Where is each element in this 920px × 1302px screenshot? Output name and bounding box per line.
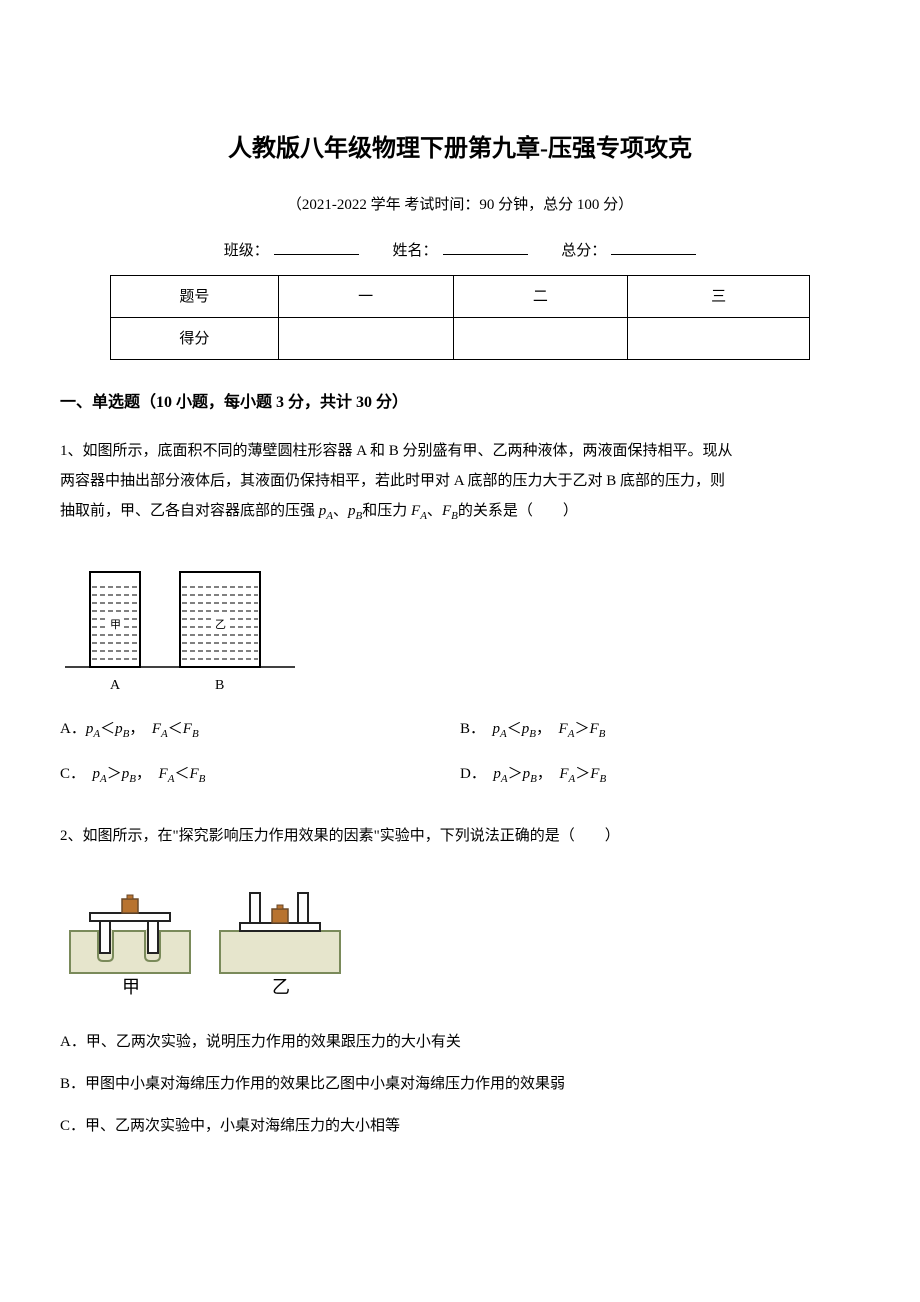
option-d: D． pA＞pB， FA＞FB — [460, 762, 860, 789]
v: F — [183, 721, 192, 737]
opt-label: A． — [60, 721, 86, 737]
opt-label: B． — [460, 721, 493, 737]
v: F — [189, 766, 198, 782]
class-label: 班级： — [224, 243, 269, 259]
c: ， — [536, 721, 544, 737]
name-blank — [443, 254, 528, 255]
table-row: 得分 — [111, 318, 810, 360]
r: ＜ — [168, 721, 183, 737]
option-c: C． pA＞pB， FA＜FB — [60, 762, 460, 789]
FA-var: F — [411, 503, 420, 519]
r: ＞ — [575, 766, 590, 782]
pressure-experiment-icon: 甲 乙 — [60, 871, 360, 1001]
pA-sub: A — [326, 510, 333, 522]
r: ＞ — [107, 766, 122, 782]
section-1-heading: 一、单选题（10 小题，每小题 3 分，共计 30 分） — [60, 390, 860, 416]
r: ＜ — [507, 721, 522, 737]
s: B — [599, 773, 606, 785]
v: F — [152, 721, 161, 737]
page-title: 人教版八年级物理下册第九章-压强专项攻克 — [60, 130, 860, 168]
s: B — [599, 728, 606, 740]
name-label: 姓名： — [392, 243, 437, 259]
svg-text:甲: 甲 — [110, 619, 121, 631]
FA-sub: A — [420, 510, 427, 522]
sep: 、 — [427, 503, 442, 519]
total-label: 总分： — [561, 243, 606, 259]
cell: 一 — [278, 276, 453, 318]
label-B: B — [215, 678, 224, 693]
s: A — [500, 728, 507, 740]
c: ， — [129, 721, 137, 737]
c: ， — [136, 766, 144, 782]
option-a: A．pA＜pB， FA＜FB — [60, 717, 460, 744]
opt-label: C． — [60, 766, 93, 782]
cell — [453, 318, 628, 360]
s: B — [529, 728, 536, 740]
r: ＞ — [508, 766, 523, 782]
total-blank — [611, 254, 696, 255]
exam-info: （2021-2022 学年 考试时间：90 分钟，总分 100 分） — [60, 193, 860, 217]
student-info-line: 班级： 姓名： 总分： — [60, 239, 860, 263]
q1-l3-suffix: 的关系是（ ） — [458, 503, 578, 519]
r: ＜ — [174, 766, 189, 782]
s: B — [129, 773, 136, 785]
FB-var: F — [442, 503, 451, 519]
v: p — [115, 721, 123, 737]
table-row: 题号 一 二 三 — [111, 276, 810, 318]
v: p — [493, 721, 501, 737]
FB-sub: B — [451, 510, 458, 522]
q1-options: A．pA＜pB， FA＜FB B． pA＜pB， FA＞FB C． pA＞pB，… — [60, 717, 860, 806]
opt-label: D． — [460, 766, 493, 782]
cell-label: 题号 — [111, 276, 279, 318]
s: B — [199, 773, 206, 785]
class-blank — [274, 254, 359, 255]
q1-l3-prefix: 抽取前，甲、乙各自对容器底部的压强 — [60, 503, 319, 519]
label-A: A — [110, 678, 121, 693]
option-c: C．甲、乙两次实验中，小桌对海绵压力的大小相等 — [60, 1114, 860, 1138]
sep: 和压力 — [362, 503, 411, 519]
pB-var: p — [348, 503, 356, 519]
q2-options: A．甲、乙两次实验，说明压力作用的效果跟压力的大小有关 B．甲图中小桌对海绵压力… — [60, 1030, 860, 1156]
q1-line2: 两容器中抽出部分液体后，其液面仍保持相平，若此时甲对 A 底部的压力大于乙对 B… — [60, 466, 860, 496]
q2-figure: 甲 乙 — [60, 871, 860, 1010]
cell: 二 — [453, 276, 628, 318]
sep: 、 — [333, 503, 348, 519]
v: F — [159, 766, 168, 782]
score-table: 题号 一 二 三 得分 — [110, 275, 810, 360]
r: ＞ — [574, 721, 589, 737]
v: p — [523, 766, 531, 782]
q1-line3: 抽取前，甲、乙各自对容器底部的压强 pA、pB和压力 FA、FB的关系是（ ） — [60, 496, 860, 527]
question-2: 2、如图所示，在"探究影响压力作用效果的因素"实验中，下列说法正确的是（ ） — [60, 821, 860, 851]
q1-figure: 甲 乙 A B — [60, 547, 860, 697]
cell — [278, 318, 453, 360]
label-yi: 乙 — [272, 977, 290, 997]
s: B — [192, 728, 199, 740]
containers-diagram-icon: 甲 乙 A B — [60, 547, 300, 697]
c: ， — [537, 766, 545, 782]
q1-line1: 1、如图所示，底面积不同的薄壁圆柱形容器 A 和 B 分别盛有甲、乙两种液体，两… — [60, 436, 860, 466]
cell — [628, 318, 810, 360]
label-jia: 甲 — [122, 977, 140, 997]
question-1: 1、如图所示，底面积不同的薄壁圆柱形容器 A 和 B 分别盛有甲、乙两种液体，两… — [60, 436, 860, 527]
v: F — [559, 721, 568, 737]
s: A — [100, 773, 107, 785]
cell-label: 得分 — [111, 318, 279, 360]
v: F — [589, 721, 598, 737]
v: F — [559, 766, 568, 782]
svg-text:乙: 乙 — [215, 618, 226, 631]
s: A — [501, 773, 508, 785]
r: ＜ — [100, 721, 115, 737]
s: B — [530, 773, 537, 785]
v: p — [93, 766, 101, 782]
option-b: B．甲图中小桌对海绵压力作用的效果比乙图中小桌对海绵压力作用的效果弱 — [60, 1072, 860, 1096]
s: A — [161, 728, 168, 740]
option-a: A．甲、乙两次实验，说明压力作用的效果跟压力的大小有关 — [60, 1030, 860, 1054]
cell: 三 — [628, 276, 810, 318]
option-b: B． pA＜pB， FA＞FB — [460, 717, 860, 744]
v: p — [493, 766, 501, 782]
